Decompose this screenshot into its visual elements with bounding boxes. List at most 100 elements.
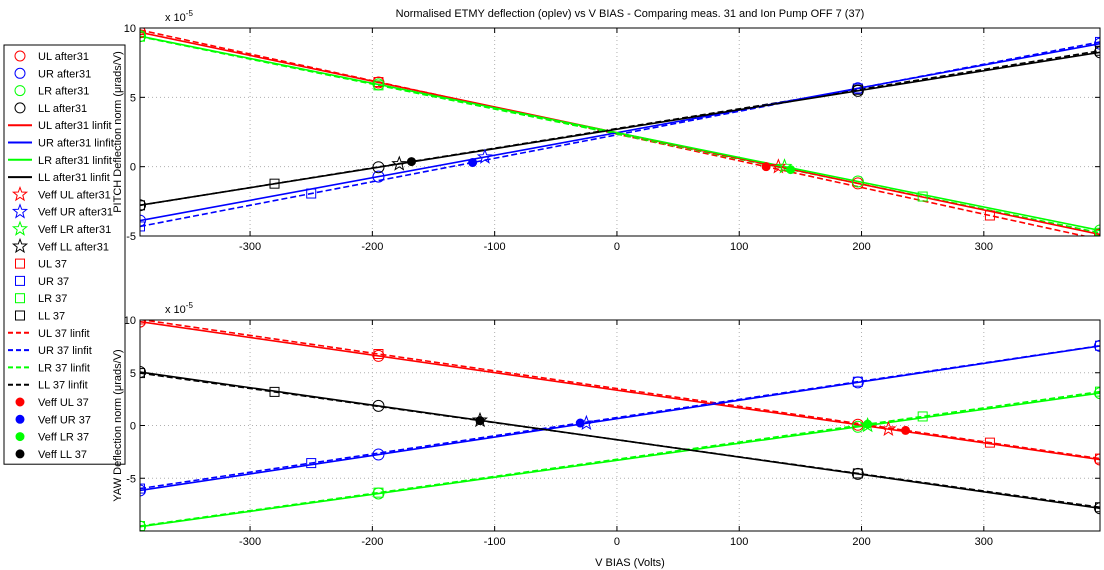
ul-after31-point [140, 28, 146, 39]
y-tick-label: 0 [130, 421, 136, 433]
ll-after31-point [140, 199, 146, 212]
ul-after31-point [1094, 228, 1100, 236]
veff-lr-after31-star [776, 158, 793, 174]
ll-after31-point [1094, 46, 1100, 59]
data-layer [140, 320, 1100, 531]
lr-after31-point [1094, 224, 1100, 236]
legend-entry-label: Veff UL after31 [38, 189, 111, 201]
data-layer [140, 28, 1100, 236]
legend-marker [15, 275, 25, 286]
ll-37-point [269, 386, 280, 397]
ur-37-point [140, 221, 145, 232]
lr-37-point [917, 411, 928, 422]
y-tick-label: 0 [130, 162, 136, 174]
yaw-panel: -300 -200 -100 0 100 200 300 -5 0 5 10 x 10-5 YAW De… [112, 301, 1101, 548]
veff-ur-37-dot [468, 158, 478, 168]
legend-entry-label: LL 37 linfit [38, 380, 88, 392]
ul-after31-fit-line [140, 320, 1100, 461]
x-tick-label: -200 [361, 536, 383, 548]
pitch-panel: -300 -200 -100 0 100 200 300 -5 0 5 10 x 10-5 PITCH … [112, 9, 1101, 253]
veff-ur-37-dot [575, 418, 585, 428]
y-exponent-label: x 10-5 [165, 301, 193, 316]
y-tick-label: 5 [130, 368, 136, 380]
veff-ll-37-dot [475, 416, 485, 426]
ur-after31-point [372, 448, 385, 461]
ul-after31-point [1094, 453, 1100, 466]
ll-37-point [1095, 502, 1100, 513]
lr-37-point [140, 521, 145, 531]
x-tick-label: 300 [975, 241, 993, 253]
y-tick-label: -5 [126, 473, 136, 485]
veff-lr-37-dot [786, 165, 796, 175]
x-tick-label: -100 [484, 241, 506, 253]
ur-after31-point [1094, 37, 1100, 50]
legend-entry-label: LR 37 linfit [38, 362, 90, 374]
y-exponent-power: -5 [186, 301, 194, 310]
y-axis-label: YAW Deflection norm (μrads/V) [112, 349, 124, 501]
y-exponent-label: x 10-5 [165, 9, 193, 24]
y-exponent-power: -5 [186, 9, 194, 18]
veff-ll-37-dot [406, 157, 416, 167]
legend-box [3, 44, 126, 465]
legend-marker [15, 258, 25, 269]
ll-after31-fit-line [140, 51, 1100, 206]
x-tick-label: 200 [852, 241, 870, 253]
x-tick-label: 300 [975, 536, 993, 548]
x-tick-label: 0 [614, 241, 620, 253]
veff-ll-after31-star [391, 155, 408, 171]
legend-marker [11, 185, 29, 202]
lr-after31-point [140, 520, 146, 531]
x-tick-label: -200 [361, 241, 383, 253]
ur-37-point [306, 188, 317, 199]
ll-after31-point [1094, 502, 1100, 515]
legend-marker [11, 203, 29, 219]
ur-37-point [852, 376, 863, 387]
legend-entry-label: LR 37 [38, 293, 67, 305]
legend-entry-label: Veff LL after31 [38, 241, 109, 253]
legend-entry-label: UR 37 linfit [38, 345, 92, 357]
veff-lr-37-dot [863, 419, 873, 429]
ul-after31-point [140, 320, 146, 328]
y-tick-label: -5 [126, 231, 136, 243]
axes-frame [139, 27, 1101, 237]
lr-after31-point [851, 420, 864, 433]
legend-marker [15, 449, 25, 459]
figure-title: Normalised ETMY deflection (oplev) vs V … [396, 8, 865, 20]
y-axis-label: PITCH Deflection norm (μrads/V) [112, 51, 124, 213]
legend-marker [14, 85, 26, 97]
x-tick-label: -100 [484, 536, 506, 548]
ll-after31-fit-line [140, 371, 1100, 510]
lr-37-point [917, 191, 928, 202]
x-tick-label: 100 [730, 536, 748, 548]
legend-entry-label: UR after31 linfit [38, 138, 114, 150]
lr-37-point [373, 80, 384, 91]
ul-37-point [984, 210, 995, 221]
lr-37-point [140, 31, 145, 42]
ll-37-point [1095, 45, 1100, 56]
lr-37-point [1095, 227, 1100, 236]
ur-after31-point [372, 170, 385, 183]
ll-37-point [269, 178, 280, 189]
lr-after31-point [851, 175, 864, 188]
lr-after31-fit-line [140, 392, 1100, 528]
x-axis-label: V BIAS (Volts) [595, 557, 665, 569]
ll-37-point [852, 468, 863, 479]
legend-entry-label: LR after31 [38, 86, 89, 98]
ur-after31-fit-line [140, 42, 1100, 222]
lr-after31-point [140, 30, 146, 43]
legend-marker [11, 237, 29, 254]
legend-marker [15, 310, 25, 321]
veff-ur-after31-star [476, 148, 493, 164]
legend-entry-label: Veff UR after31 [38, 207, 113, 219]
x-tick-label: 100 [730, 241, 748, 253]
ur-37-point [140, 483, 145, 494]
ur-after31-point [140, 214, 146, 227]
ur-37-point [1095, 340, 1100, 351]
legend-entry-label: Veff UL 37 [38, 397, 89, 409]
ul-37-point [1095, 453, 1100, 464]
legend-marker [14, 50, 26, 62]
x-tick-label: -300 [239, 241, 261, 253]
lr-after31-point [1094, 387, 1100, 400]
ur-37-point [306, 458, 317, 469]
lr-after31-fit-line [140, 35, 1100, 232]
